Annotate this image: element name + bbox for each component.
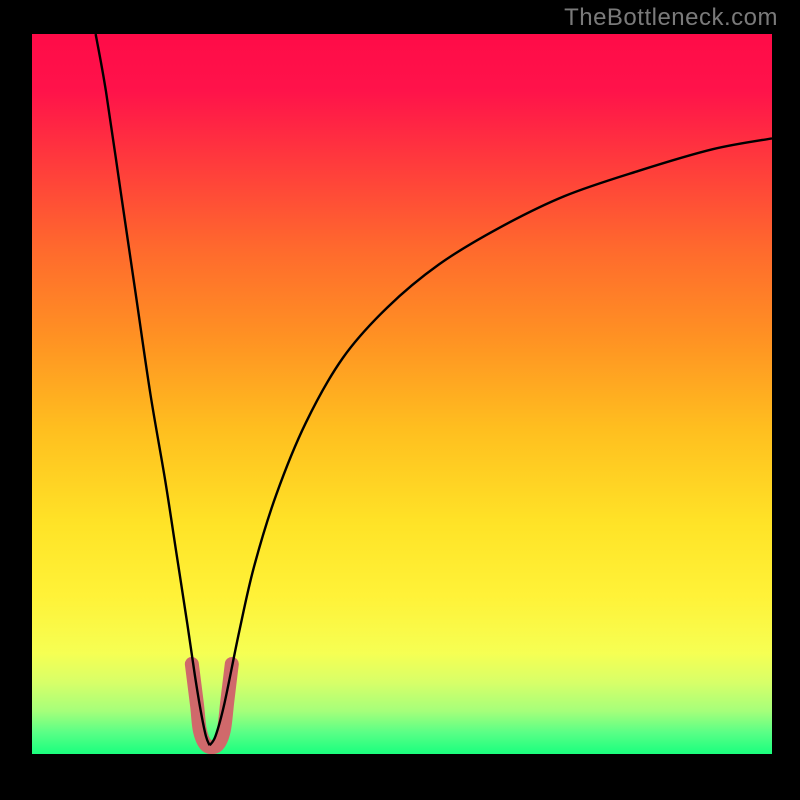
gradient-background <box>32 34 772 754</box>
plot-area <box>32 34 772 754</box>
chart-root: TheBottleneck.com <box>0 0 800 800</box>
watermark-text: TheBottleneck.com <box>564 4 778 32</box>
plot-svg <box>32 34 772 754</box>
